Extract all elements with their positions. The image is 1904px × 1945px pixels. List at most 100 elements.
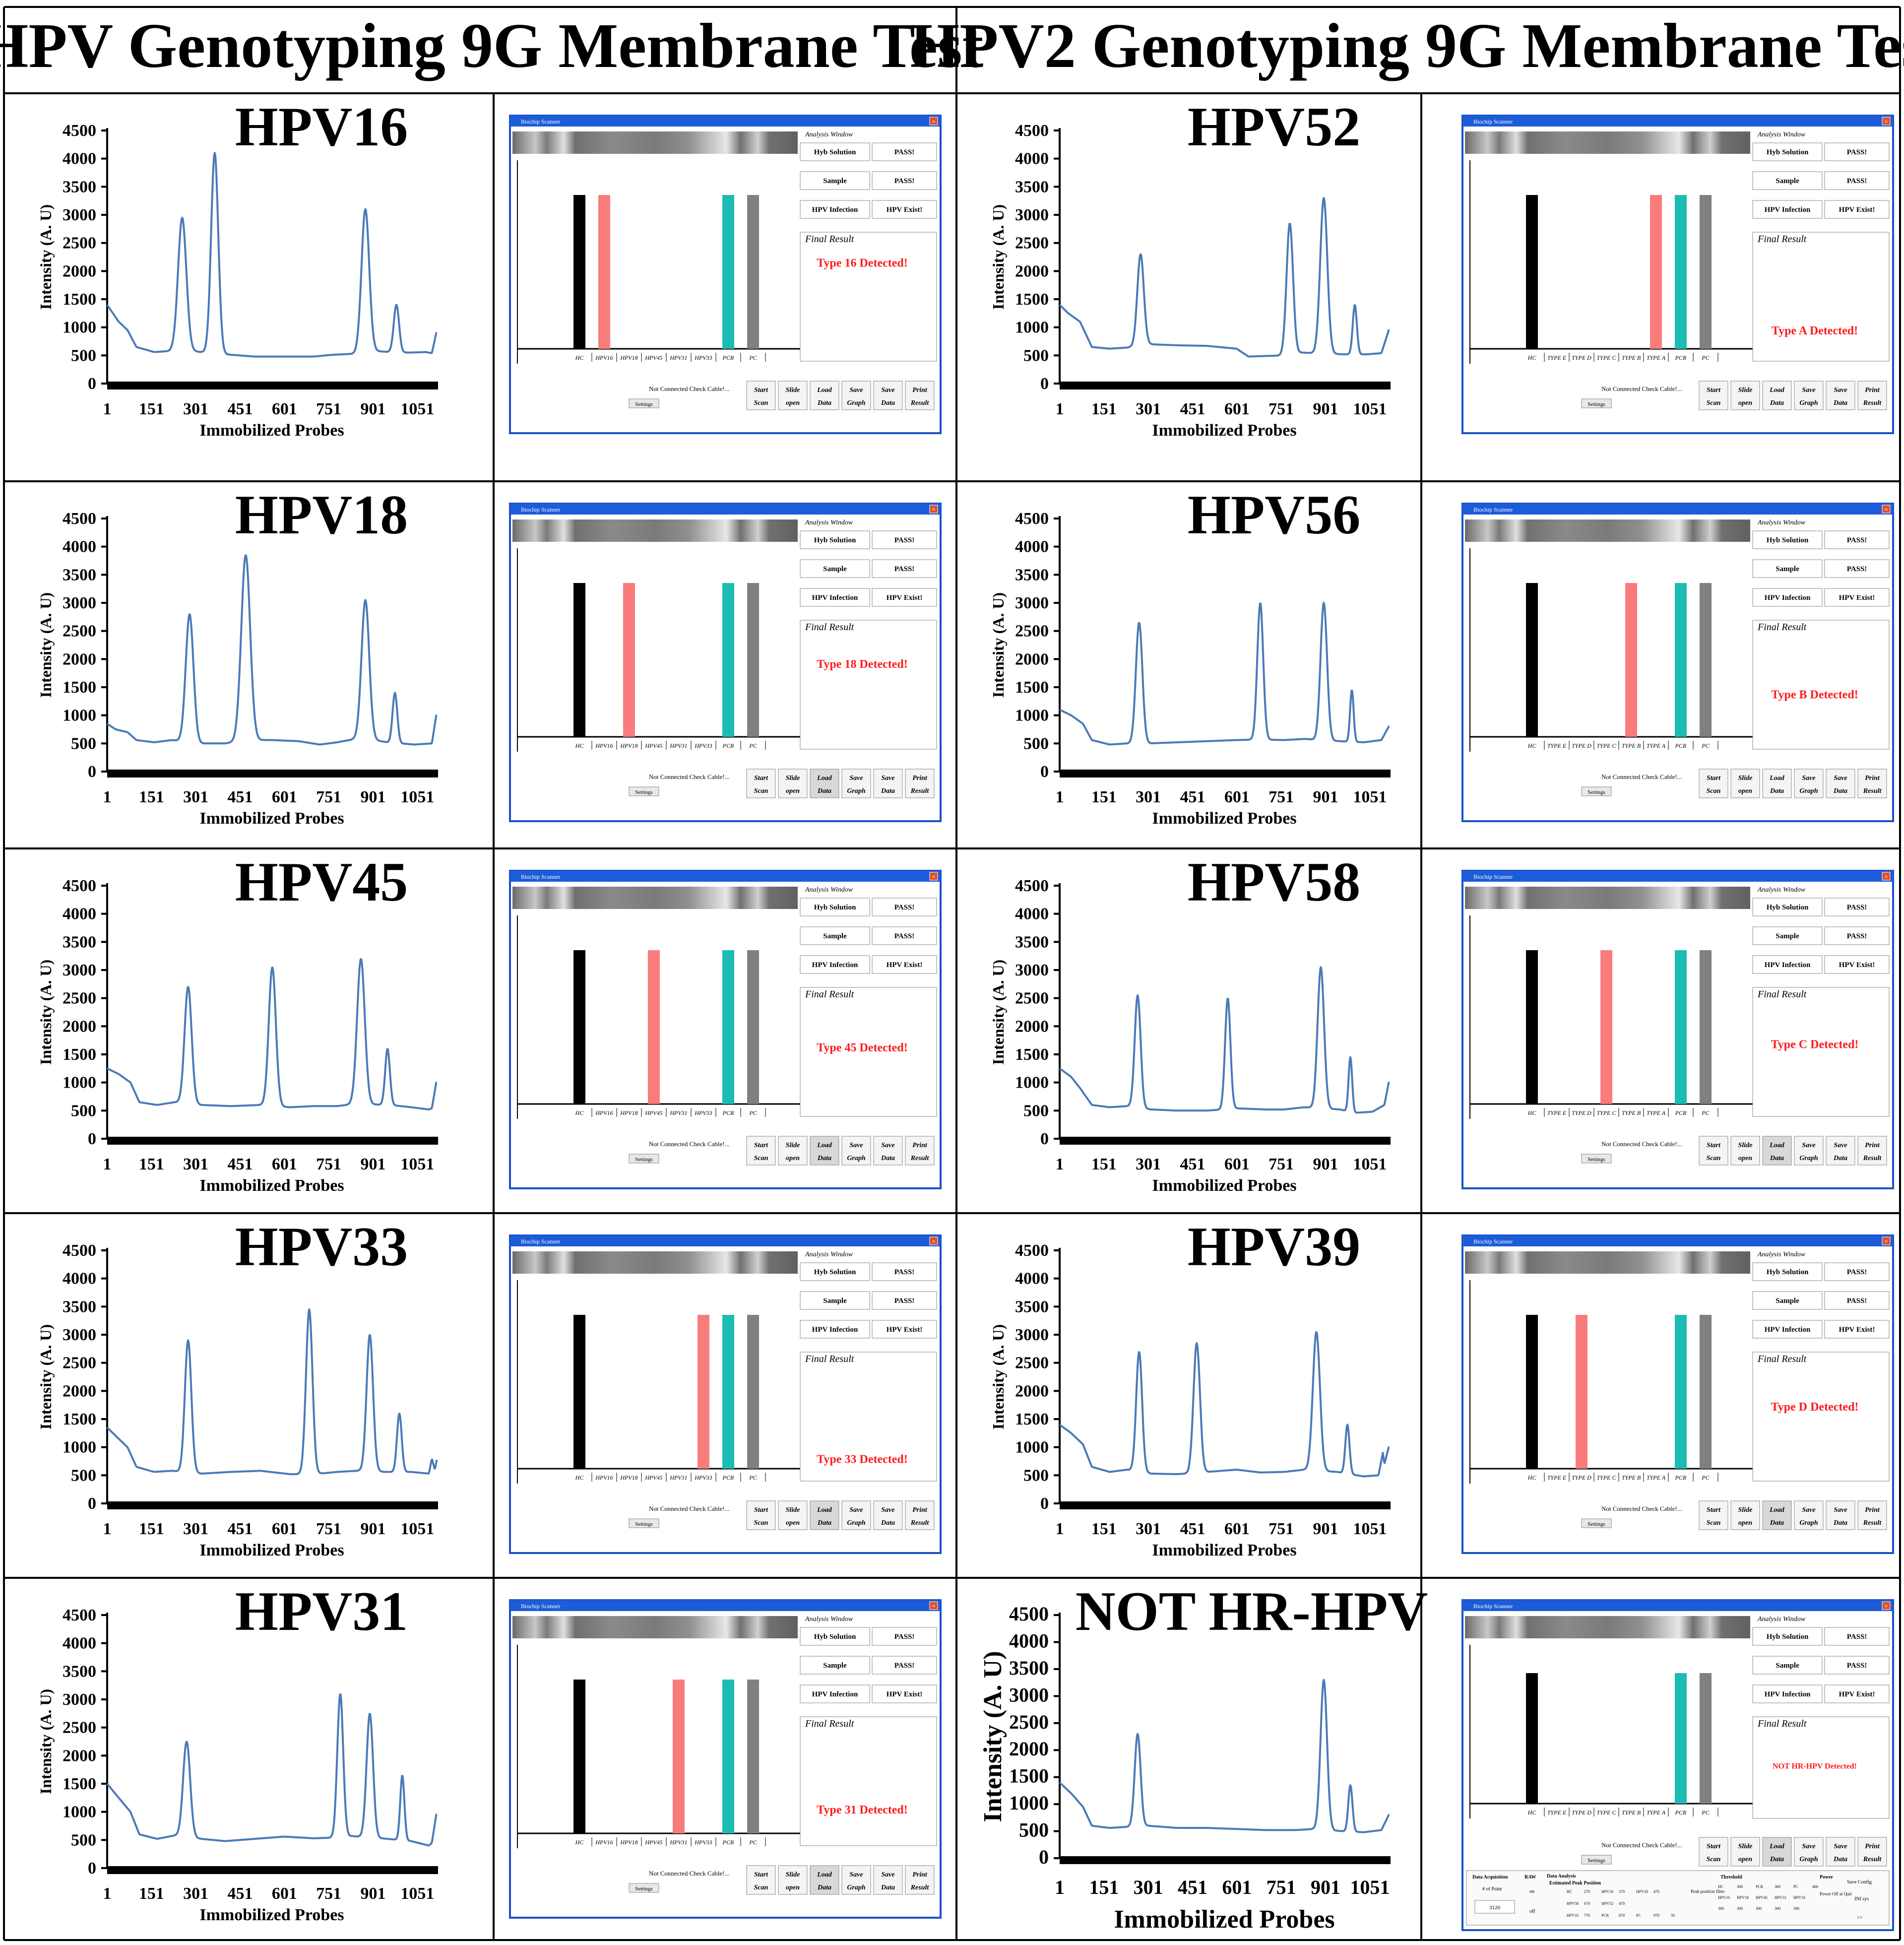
y-tick-label: 0 <box>88 763 96 781</box>
toolbar-button <box>1699 381 1728 410</box>
toolbar-button-label: Data <box>881 787 895 795</box>
settings-label: Settings <box>1587 1157 1605 1163</box>
toolbar-button-label: Slide <box>786 1506 800 1514</box>
close-icon-box <box>1882 505 1891 514</box>
config-text: 300 <box>1793 1906 1799 1911</box>
toolbar-button <box>905 381 935 410</box>
toolbar-button <box>1699 1136 1728 1166</box>
config-text: HPV58 <box>1567 1901 1579 1906</box>
x-tick-label: 301 <box>183 400 208 418</box>
panel-title: HPV45 <box>235 851 408 913</box>
x-tick-label: 751 <box>1269 400 1294 418</box>
toolbar-button <box>873 381 903 410</box>
toolbar-button <box>905 1865 935 1895</box>
bar-label: HPV18 <box>620 742 637 749</box>
bar-label: HC <box>575 354 584 361</box>
field-label-box <box>800 200 870 219</box>
toolbar-button-label: Save <box>849 775 863 782</box>
field-value-box <box>1824 200 1890 219</box>
bar-label: PCR <box>1675 1474 1687 1481</box>
config-input <box>1474 1900 1515 1914</box>
toolbar-button-label: Slide <box>1738 1506 1753 1514</box>
bar-label: TYPE B <box>1622 1109 1641 1116</box>
field-label-box <box>1752 588 1823 607</box>
field-label-box <box>1752 1627 1823 1646</box>
toolbar-button <box>905 1500 935 1530</box>
y-tick-label: 3500 <box>1015 1297 1049 1316</box>
toolbar-button-label: Slide <box>786 387 800 394</box>
window-titlebar <box>1462 116 1893 127</box>
analysis-window-label: Analysis Window <box>805 1616 853 1623</box>
toolbar-button-label: Data <box>817 1155 831 1162</box>
signal-bar <box>1650 195 1662 349</box>
field-value: HPV Exist! <box>887 206 923 214</box>
toolbar-button-label: Save <box>1802 775 1815 782</box>
settings-button <box>1581 1518 1612 1528</box>
field-value: PASS! <box>1847 932 1867 940</box>
field-value: HPV Exist! <box>887 961 923 969</box>
window-title: Biochip Scanner <box>521 118 561 125</box>
field-label-box <box>800 955 870 974</box>
x-tick-label: 151 <box>1091 400 1117 418</box>
x-tick-label: 151 <box>1089 1876 1119 1898</box>
toolbar-button-label: Scan <box>1707 1519 1721 1527</box>
toolbar-button-label: Print <box>1865 1506 1880 1514</box>
x-tick-label: 751 <box>1269 788 1294 806</box>
x-tick-label: 1051 <box>400 788 434 806</box>
toolbar-button-label: Data <box>1833 399 1847 407</box>
grid-lines <box>3 6 1901 1941</box>
settings-button <box>629 786 659 796</box>
y-tick-label: 3000 <box>63 206 96 224</box>
panel-title: HPV56 <box>1188 484 1360 546</box>
x-tick-label: 151 <box>1091 1520 1117 1538</box>
toolbar-button-label: Start <box>1707 1843 1721 1850</box>
bar-label: HPV45 <box>644 1474 662 1481</box>
probe-strip <box>512 1616 798 1638</box>
field-label: HPV Infection <box>1765 594 1811 602</box>
toolbar-button-label: Load <box>1769 387 1785 394</box>
toolbar-button-label: Load <box>817 775 832 782</box>
toolbar-button <box>1794 381 1824 410</box>
x-tick-label: 901 <box>360 1520 385 1538</box>
y-tick-label: 2500 <box>1009 1711 1049 1733</box>
field-value: PASS! <box>894 1662 915 1670</box>
field-value-box <box>1824 955 1890 974</box>
toolbar-button-label: Slide <box>1738 775 1753 782</box>
x-tick-label: 151 <box>139 1520 164 1538</box>
toolbar-button <box>1857 381 1887 410</box>
bar-label: HPV18 <box>620 1109 637 1116</box>
bar-label: HPV33 <box>694 1109 712 1116</box>
config-text: Estimated Peak Position <box>1549 1880 1601 1886</box>
x-axis <box>1060 1501 1391 1509</box>
field-value: HPV Exist! <box>887 1326 923 1334</box>
field-value: PASS! <box>1847 1268 1867 1276</box>
field-label-box <box>800 588 870 607</box>
data-trace <box>106 152 438 358</box>
probe-strip <box>1465 887 1750 909</box>
x-axis-label: Immobilized Probes <box>199 1541 344 1559</box>
y-tick-label: 1000 <box>63 1803 96 1821</box>
toolbar-button <box>873 1865 903 1895</box>
toolbar-button <box>1857 1837 1887 1867</box>
toolbar-button <box>1699 769 1728 798</box>
y-tick-label: 1000 <box>63 1074 96 1092</box>
close-icon-box <box>1882 1601 1891 1610</box>
y-tick-label: 1500 <box>63 1045 96 1064</box>
toolbar-button-label: Save <box>881 775 894 782</box>
toolbar-button-label: Result <box>1863 1856 1882 1863</box>
field-value: PASS! <box>894 932 915 940</box>
bar-label: PC <box>1701 1109 1710 1116</box>
bar-label: TYPE C <box>1596 1474 1616 1481</box>
y-tick-label: 0 <box>88 1130 96 1148</box>
field-label: HPV Infection <box>812 961 858 969</box>
toolbar-button-label: Save <box>1802 1843 1815 1850</box>
chart-panel: HPV33 0 500 1000 1500 2000 2500 3000 3500 4000 450… <box>37 1216 942 1559</box>
scanner-window: Biochip Scanner × HC HPV16 HPV18 HPV45 HPV31 HP… <box>509 115 942 434</box>
x-axis-label: Immobilized Probes <box>1152 421 1296 440</box>
y-tick-label: 4000 <box>1015 905 1049 923</box>
field-value: HPV Exist! <box>1839 206 1875 214</box>
y-tick-label: 2000 <box>63 650 96 668</box>
toolbar-button-label: Scan <box>1707 787 1721 795</box>
x-tick-label: 1 <box>103 400 112 418</box>
x-tick-label: 901 <box>1313 400 1338 418</box>
